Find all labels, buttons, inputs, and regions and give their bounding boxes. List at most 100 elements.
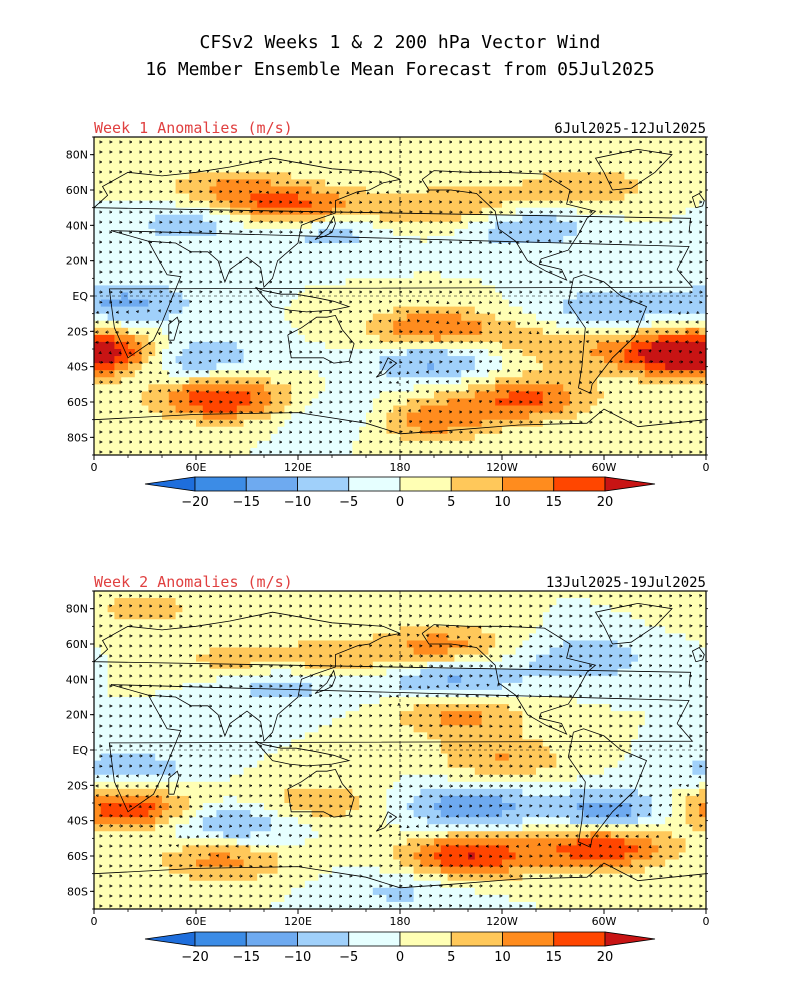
anomaly-cell (175, 285, 183, 293)
anomaly-cell (522, 264, 530, 272)
anomaly-cell (610, 447, 618, 455)
anomaly-cell (338, 306, 346, 315)
anomaly-cell (230, 398, 238, 406)
anomaly-cell (304, 235, 312, 244)
anomaly-cell (617, 412, 625, 421)
anomaly-cell (284, 193, 292, 201)
anomaly-cell (189, 320, 197, 329)
anomaly-cell (617, 214, 625, 223)
anomaly-cell (624, 214, 632, 223)
anomaly-cell (685, 327, 693, 336)
anomaly-cell (481, 151, 489, 159)
anomaly-cell (685, 151, 693, 159)
anomaly-cell (617, 165, 625, 173)
anomaly-cell (468, 363, 476, 371)
anomaly-cell (556, 172, 564, 180)
anomaly-cell (515, 200, 523, 209)
anomaly-cell (692, 391, 700, 399)
anomaly-cell (243, 250, 251, 258)
anomaly-cell (236, 306, 244, 315)
anomaly-cell (570, 299, 578, 307)
anomaly-cell (359, 384, 367, 392)
anomaly-cell (617, 264, 625, 272)
anomaly-cell (488, 221, 496, 230)
wind-arrow (318, 392, 322, 393)
anomaly-cell (522, 398, 530, 406)
anomaly-cell (318, 349, 326, 357)
anomaly-cell (196, 306, 204, 315)
anomaly-cell (461, 193, 469, 201)
anomaly-cell (658, 419, 666, 428)
anomaly-cell (223, 363, 231, 371)
anomaly-cell (209, 306, 217, 315)
anomaly-cell (189, 299, 197, 307)
anomaly-cell (474, 172, 482, 180)
anomaly-cell (556, 285, 564, 293)
anomaly-cell (617, 299, 625, 307)
anomaly-cell (406, 440, 414, 449)
anomaly-cell (196, 384, 204, 392)
anomaly-cell (590, 327, 598, 336)
anomaly-cell (495, 440, 503, 449)
wind-arrow (158, 172, 162, 173)
anomaly-cell (638, 165, 646, 173)
anomaly-cell (672, 179, 680, 187)
anomaly-cell (502, 257, 510, 265)
anomaly-cell (570, 363, 578, 371)
anomaly-cell (311, 398, 319, 406)
anomaly-cell (610, 398, 618, 406)
anomaly-cell (189, 384, 197, 392)
anomaly-cell (304, 412, 312, 421)
anomaly-cell (529, 271, 537, 279)
anomaly-cell (617, 144, 625, 152)
anomaly-cell (651, 151, 659, 159)
anomaly-cell (447, 320, 455, 329)
anomaly-cell (638, 243, 646, 251)
anomaly-cell (148, 214, 156, 223)
anomaly-cell (420, 186, 428, 194)
anomaly-cell (379, 271, 387, 279)
anomaly-cell (604, 271, 612, 279)
anomaly-cell (665, 221, 673, 230)
anomaly-cell (134, 391, 142, 399)
anomaly-cell (386, 151, 394, 159)
anomaly-cell (529, 179, 537, 187)
anomaly-cell (604, 384, 612, 392)
anomaly-cell (243, 384, 251, 392)
anomaly-cell (345, 391, 353, 399)
anomaly-cell (488, 200, 496, 209)
anomaly-cell (576, 299, 584, 307)
anomaly-cell (209, 151, 217, 159)
anomaly-cell (393, 391, 401, 399)
anomaly-cell (536, 384, 544, 392)
anomaly-cell (379, 172, 387, 180)
anomaly-cell (468, 264, 476, 272)
anomaly-cell (678, 243, 686, 251)
anomaly-cell (644, 334, 652, 343)
anomaly-cell (277, 165, 285, 173)
anomaly-cell (474, 433, 482, 442)
anomaly-cell (366, 370, 374, 378)
anomaly-cell (563, 144, 571, 152)
anomaly-cell (352, 165, 360, 173)
wind-arrow (148, 412, 152, 413)
anomaly-cell (298, 320, 306, 329)
coastline (108, 230, 694, 359)
anomaly-cell (502, 193, 510, 201)
anomaly-cell (270, 433, 278, 442)
anomaly-cell (610, 193, 618, 201)
anomaly-cell (162, 405, 170, 413)
anomaly-cell (386, 398, 394, 406)
anomaly-cell (413, 214, 421, 223)
anomaly-cell (468, 193, 476, 201)
anomaly-cell (420, 320, 428, 329)
anomaly-cell (352, 405, 360, 413)
anomaly-cell (495, 349, 503, 357)
anomaly-cell (454, 186, 462, 194)
anomaly-cell (440, 440, 448, 449)
anomaly-cell (128, 440, 136, 449)
anomaly-cell (121, 313, 129, 322)
anomaly-cell (468, 165, 476, 173)
anomaly-cell (685, 419, 693, 428)
anomaly-cell (175, 391, 183, 399)
